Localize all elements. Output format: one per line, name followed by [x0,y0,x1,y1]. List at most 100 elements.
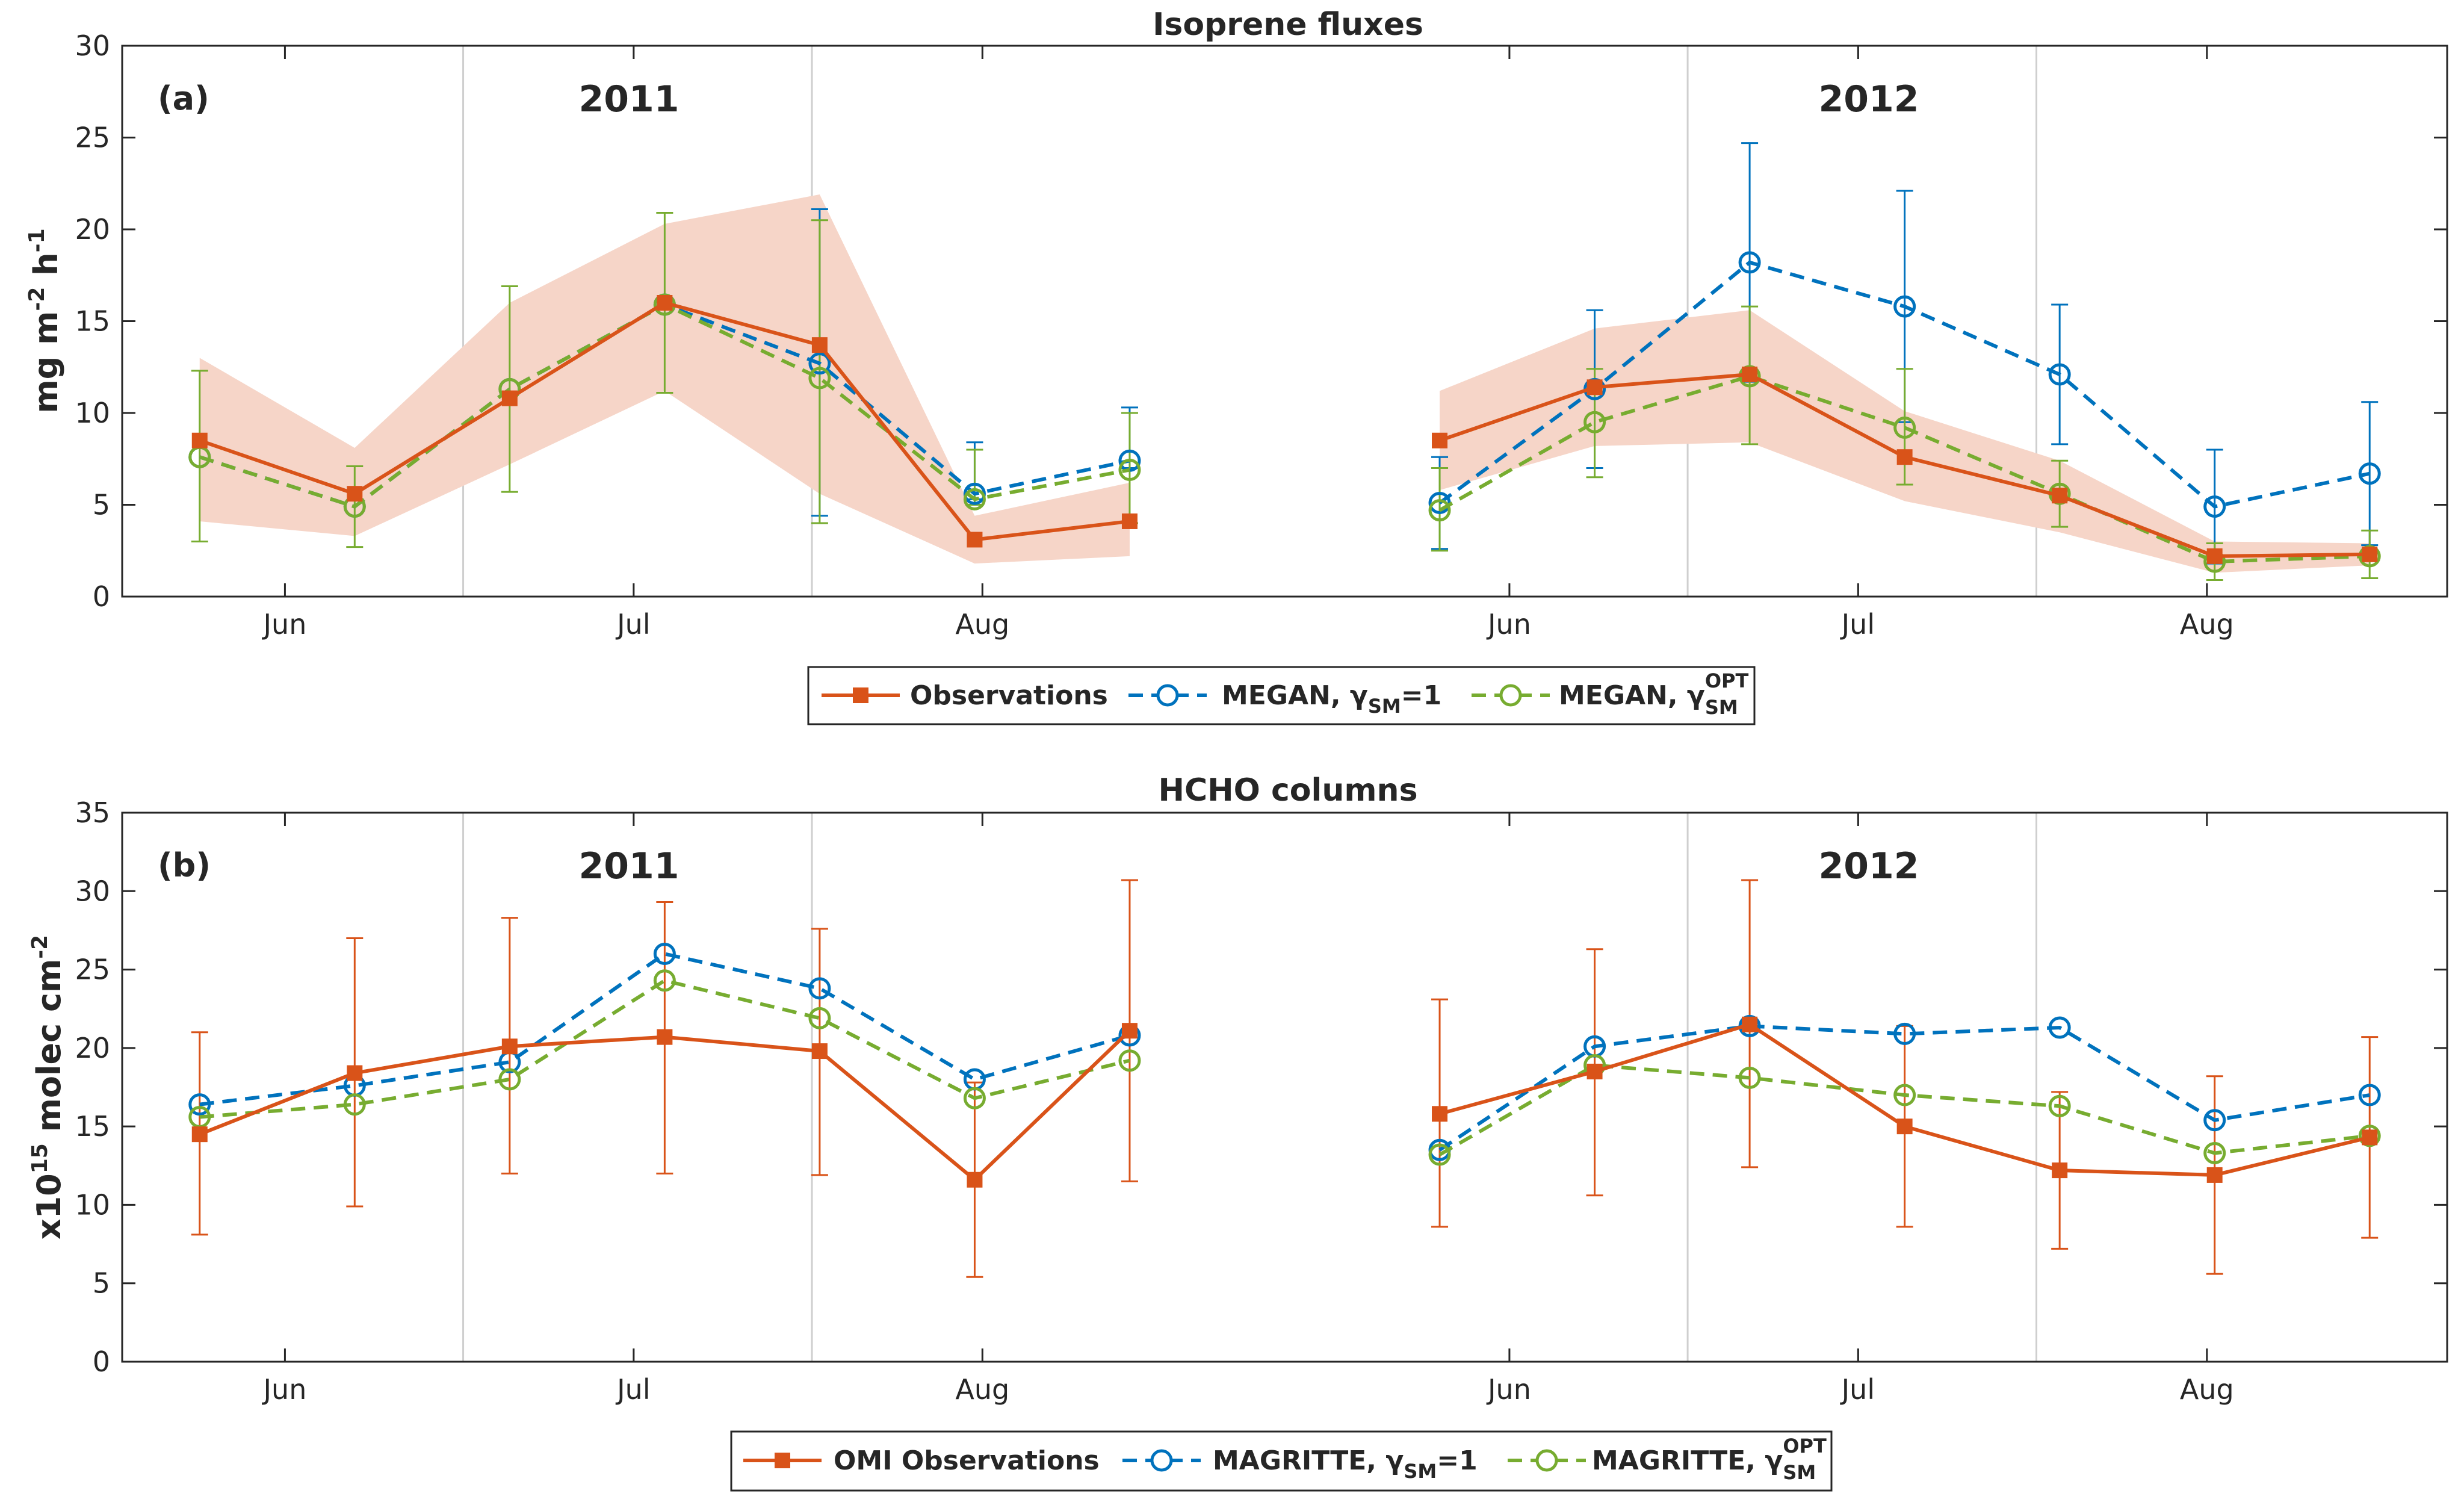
panel-b-series-2-point-12 [2203,1141,2226,1164]
panel-b-series-0-point-6 [1121,1023,1138,1039]
panel-b-series-2-point-2 [498,1068,521,1091]
panel-a-series-0-point-11 [2052,488,2068,504]
panel-b-series-2-point-13 [2358,1125,2381,1147]
panel-b-series-2-point-9 [1738,1066,1761,1089]
panel-a-series-0-point-8 [1586,379,1603,396]
panel-b-series-2-point-7 [1428,1143,1451,1166]
legend-a-megan-1-label: MEGAN, γSM=1 [1222,680,1441,718]
panel-a-series-0-point-4 [811,337,828,353]
legend-a-megan-1-marker [1156,684,1179,707]
panel-a-ytick-label-5: 25 [75,122,110,154]
panel-b-series-1-point-13 [2358,1084,2381,1106]
panel-b-series-2-point-10 [1893,1084,1916,1106]
panel-b-series-0-point-11 [2052,1162,2068,1179]
panel-a-x-ticks: Jun Jul Aug Jun Jul Aug [261,46,2234,641]
panel-a-series-0-point-13 [2362,546,2378,562]
legend-b-magritte-opt-label: MAGRITTE, γOPT SM [1592,1435,1827,1484]
panel-a-ytick-label-0: 0 [93,580,110,613]
panel-b-series-0-point-8 [1586,1063,1603,1079]
legend-b-magritte-1-marker [1150,1449,1173,1472]
panel-b-series-1-line-1 [1438,1024,2370,1152]
panel-b-ytick-label-7: 35 [75,796,110,829]
panel-b-series-2-line-1 [1438,1063,2370,1156]
panel-b-series-1-point-11 [2048,1016,2071,1039]
panel-a-y-axis-label: mg m-2 h-1 [25,228,65,413]
panel-a-series-0-point-6 [1121,513,1138,529]
panel-b-series-0-point-3 [657,1029,673,1045]
panel-a-y-ticks: 0 5 10 15 20 25 30 [75,29,2447,613]
panel-a-series-2-point-10 [1893,416,1916,439]
panel-b-y-axis-label: x1015 molec cm-2 [28,935,68,1240]
panel-b-label: (b) [158,846,211,884]
panel-a-ytick-label-3: 15 [75,305,110,338]
panel-b-legend-box [730,1430,1833,1492]
panel-b-xtick-label-3: Jun [1486,1373,1531,1406]
legend-a-megan-opt-label: MEGAN, γOPT SM [1559,669,1749,719]
panel-a-year-2012: 2012 [1819,78,1919,120]
panel-b-series-2-line-0 [199,978,1130,1119]
panel-b-ytick-label-6: 30 [75,875,110,907]
panel-b-ytick-label-5: 25 [75,954,110,986]
panel-a-errorbar-s2-10 [1896,368,1913,486]
panel-b-year-2011: 2011 [579,845,679,887]
panel-a-series-1-point-4 [808,352,831,375]
panel-a-series-0-point-0 [191,432,208,448]
panel-b-series-2-point-6 [1118,1049,1141,1072]
panel-a-uncertainty-band [199,194,2370,573]
panel-b-ytick-label-4: 20 [75,1032,110,1064]
legend-b-omi-label: OMI Observations [834,1445,1100,1476]
panel-b-series-0-point-1 [347,1065,363,1081]
panel-b-y-ticks: 0 5 10 15 20 25 30 35 [75,796,2447,1378]
panel-b-title: HCHO columns [1158,772,1417,808]
panel-b-series-2-point-11 [2048,1094,2071,1117]
panel-b-ytick-label-0: 0 [93,1345,110,1378]
panel-a-series-1-point-12 [2203,495,2226,518]
panel-b-series-0-point-5 [967,1171,983,1188]
panel-a-xtick-label-0: Jun [261,608,306,641]
panel-b-series-1-point-3 [653,943,676,966]
panel-a-series-0-point-3 [657,295,673,311]
panel-b-series-2-point-5 [963,1087,986,1109]
panel-a-xtick-label-5: Aug [2180,608,2234,641]
panel-b-xtick-label-1: Jul [615,1373,651,1406]
panel-a-series-0-point-9 [1742,366,1758,382]
panel-b-series-0-point-2 [501,1038,518,1055]
panel-a-ytick-label-1: 5 [93,489,110,521]
panel-b-series [188,943,2381,1188]
panel-a-ytick-label-2: 10 [75,397,110,429]
panel-a-legend: Observations MEGAN, γSM=1 MEGAN, γOPT SM [807,666,1756,725]
panel-a-xtick-label-3: Jun [1486,608,1531,641]
panel-a-series-0-point-10 [1896,449,1913,465]
panel-a-series-0-point-1 [347,486,363,502]
panel-a-label: (a) [158,79,209,117]
panel-a-series-2-point-8 [1583,411,1606,433]
panel-a-errorbar-s2-0 [191,370,208,542]
legend-a-megan-opt-marker [1499,684,1522,707]
panel-b-xtick-label-0: Jun [261,1373,306,1406]
panel-b-series-0-point-13 [2362,1129,2378,1146]
panel-a-series-2-point-4 [808,367,831,389]
panel-a-series-0-point-7 [1432,432,1448,448]
panel-a-series-2-point-7 [1428,499,1451,522]
legend-a-observations-marker [853,687,868,703]
panel-a-series-0-point-12 [2206,548,2223,564]
panel-a-series-1-point-13 [2358,462,2381,485]
panel-b-series-0-point-9 [1742,1016,1758,1032]
panel-a-year-2011: 2011 [579,78,679,120]
panel-b-xtick-label-4: Jul [1840,1373,1875,1406]
panel-a-series-0-point-2 [501,390,518,406]
panel-a-series-1-point-10 [1893,295,1916,318]
panel-a-xtick-label-4: Jul [1840,608,1875,641]
panel-b-series-0-point-0 [191,1126,208,1143]
panel-a-series [188,251,2381,573]
panel-a-series-2-point-5 [963,488,986,510]
panel-b-series-1-point-12 [2203,1109,2226,1132]
panel-a-series-0-point-5 [967,532,983,548]
panel-b-ytick-label-3: 15 [75,1110,110,1143]
panel-b-ytick-label-2: 10 [75,1188,110,1221]
panel-a-title: Isoprene fluxes [1153,7,1423,43]
panel-b-series-1-point-4 [808,977,831,1000]
panel-a-series-1-point-9 [1738,251,1761,274]
